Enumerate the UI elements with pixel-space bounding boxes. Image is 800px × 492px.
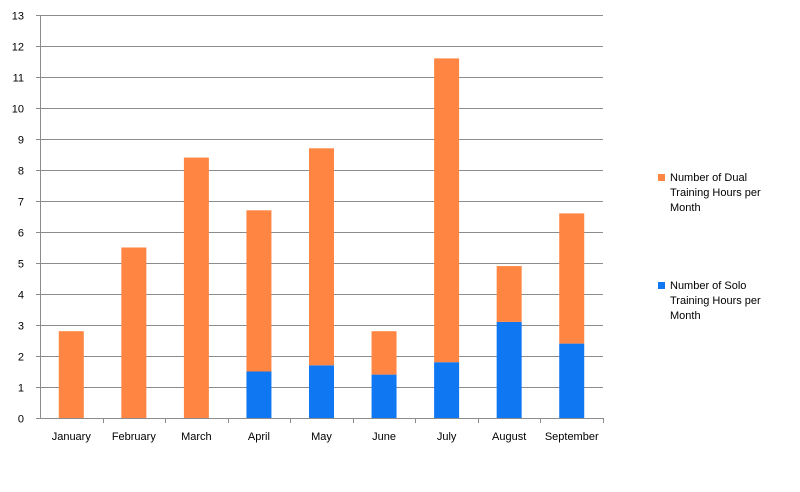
y-tick-label-2: 2	[18, 352, 24, 364]
x-tick-label-march: March	[181, 431, 212, 443]
x-tick-label-january: January	[52, 431, 92, 443]
legend-label-dual: Number of Dual Training Hours per Month	[670, 172, 761, 214]
y-tick-label-3: 3	[18, 321, 24, 333]
y-tick-label-11: 11	[13, 73, 24, 85]
y-tick-label-1: 1	[18, 383, 24, 395]
y-tick-label-12: 12	[12, 42, 24, 54]
bar-january-dual	[58, 331, 84, 418]
x-tick-label-april: April	[248, 431, 270, 443]
legend-swatch-dual	[658, 174, 665, 181]
bar-june-solo	[371, 374, 397, 418]
bar-september-dual	[559, 213, 585, 344]
y-tick-label-9: 9	[18, 135, 24, 147]
x-tick-label-july: July	[437, 431, 457, 443]
x-axis-tick-labels: January February March April May June July Augu…	[52, 431, 599, 443]
bar-april-solo	[246, 371, 272, 418]
y-tick-label-8: 8	[18, 166, 24, 178]
y-tick-label-10: 10	[12, 104, 24, 116]
x-tick-label-september: September	[545, 431, 599, 443]
axes	[36, 15, 604, 423]
bar-february-dual	[121, 247, 147, 418]
y-tick-label-13: 13	[12, 11, 24, 23]
y-tick-label-5: 5	[18, 259, 24, 271]
bar-may-solo	[309, 365, 334, 418]
x-tick-label-february: February	[112, 431, 157, 443]
x-tick-label-june: June	[372, 431, 396, 443]
x-tick-label-may: May	[311, 431, 332, 443]
x-tick-label-august: August	[492, 431, 526, 443]
bar-august-dual	[496, 266, 522, 322]
bar-june-dual	[371, 331, 397, 375]
bar-april-dual	[246, 210, 272, 372]
y-tick-label-6: 6	[18, 228, 24, 240]
y-tick-label-7: 7	[18, 197, 24, 209]
bar-august-solo	[496, 321, 522, 418]
legend-label-solo: Number of Solo Training Hours per Month	[670, 280, 761, 322]
bar-september-solo	[559, 343, 585, 418]
bar-july-dual	[434, 58, 460, 363]
y-tick-label-0: 0	[18, 414, 24, 426]
bars	[58, 58, 585, 418]
bar-july-solo	[434, 362, 460, 418]
legend-swatch-solo	[658, 282, 665, 289]
bar-may-dual	[309, 148, 334, 366]
y-tick-label-4: 4	[18, 290, 24, 302]
bar-march-dual	[183, 157, 209, 418]
